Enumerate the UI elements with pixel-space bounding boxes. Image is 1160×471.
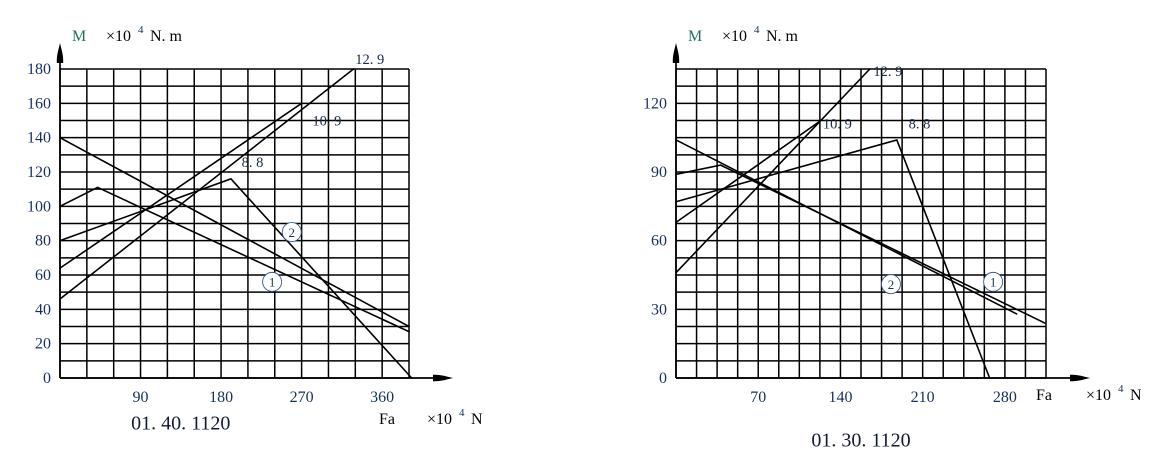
svg-text:4: 4	[1118, 383, 1124, 395]
svg-text:1: 1	[269, 275, 276, 290]
svg-text:×10: ×10	[1086, 387, 1111, 404]
svg-text:140: 140	[828, 389, 852, 406]
svg-text:12. 9: 12. 9	[355, 52, 384, 68]
svg-text:10. 9: 10. 9	[312, 114, 341, 130]
svg-text:4: 4	[138, 24, 144, 36]
svg-text:×10: ×10	[722, 28, 747, 45]
svg-text:180: 180	[27, 61, 51, 78]
svg-text:100: 100	[27, 198, 51, 215]
svg-text:120: 120	[27, 164, 51, 181]
svg-text:70: 70	[750, 389, 766, 406]
svg-text:0: 0	[43, 370, 51, 387]
svg-text:360: 360	[370, 389, 394, 406]
svg-text:90: 90	[651, 164, 667, 181]
svg-text:180: 180	[209, 389, 233, 406]
svg-text:60: 60	[35, 267, 51, 284]
svg-text:2: 2	[888, 277, 895, 292]
svg-text:×10: ×10	[427, 411, 452, 428]
svg-text:01. 30. 1120: 01. 30. 1120	[811, 430, 910, 452]
svg-text:60: 60	[651, 233, 667, 250]
svg-text:4: 4	[754, 24, 760, 36]
svg-text:0: 0	[659, 370, 667, 387]
svg-text:210: 210	[911, 389, 935, 406]
svg-text:2: 2	[289, 225, 296, 240]
svg-text:8. 8: 8. 8	[909, 117, 931, 133]
svg-text:M: M	[688, 28, 702, 45]
svg-text:4: 4	[459, 407, 465, 419]
svg-text:90: 90	[133, 389, 149, 406]
svg-text:12. 9: 12. 9	[873, 64, 902, 80]
svg-text:N: N	[471, 411, 483, 428]
svg-text:M: M	[72, 28, 86, 45]
svg-text:20: 20	[35, 336, 51, 353]
svg-text:Fa: Fa	[379, 411, 395, 428]
svg-text:N: N	[1130, 387, 1142, 404]
svg-text:160: 160	[27, 95, 51, 112]
svg-text:30: 30	[651, 301, 667, 318]
svg-text:01. 40. 1120: 01. 40. 1120	[131, 413, 230, 435]
svg-text:120: 120	[643, 95, 667, 112]
svg-text:80: 80	[35, 233, 51, 250]
svg-text:270: 270	[290, 389, 314, 406]
svg-text:280: 280	[993, 389, 1017, 406]
svg-text:8. 8: 8. 8	[242, 155, 264, 171]
svg-text:×10: ×10	[106, 28, 131, 45]
svg-text:N. m: N. m	[766, 28, 799, 45]
svg-text:10. 9: 10. 9	[823, 117, 852, 133]
svg-text:N. m: N. m	[150, 28, 183, 45]
svg-text:1: 1	[990, 275, 997, 290]
svg-text:40: 40	[35, 301, 51, 318]
svg-text:Fa: Fa	[1036, 387, 1052, 404]
svg-text:140: 140	[27, 130, 51, 147]
